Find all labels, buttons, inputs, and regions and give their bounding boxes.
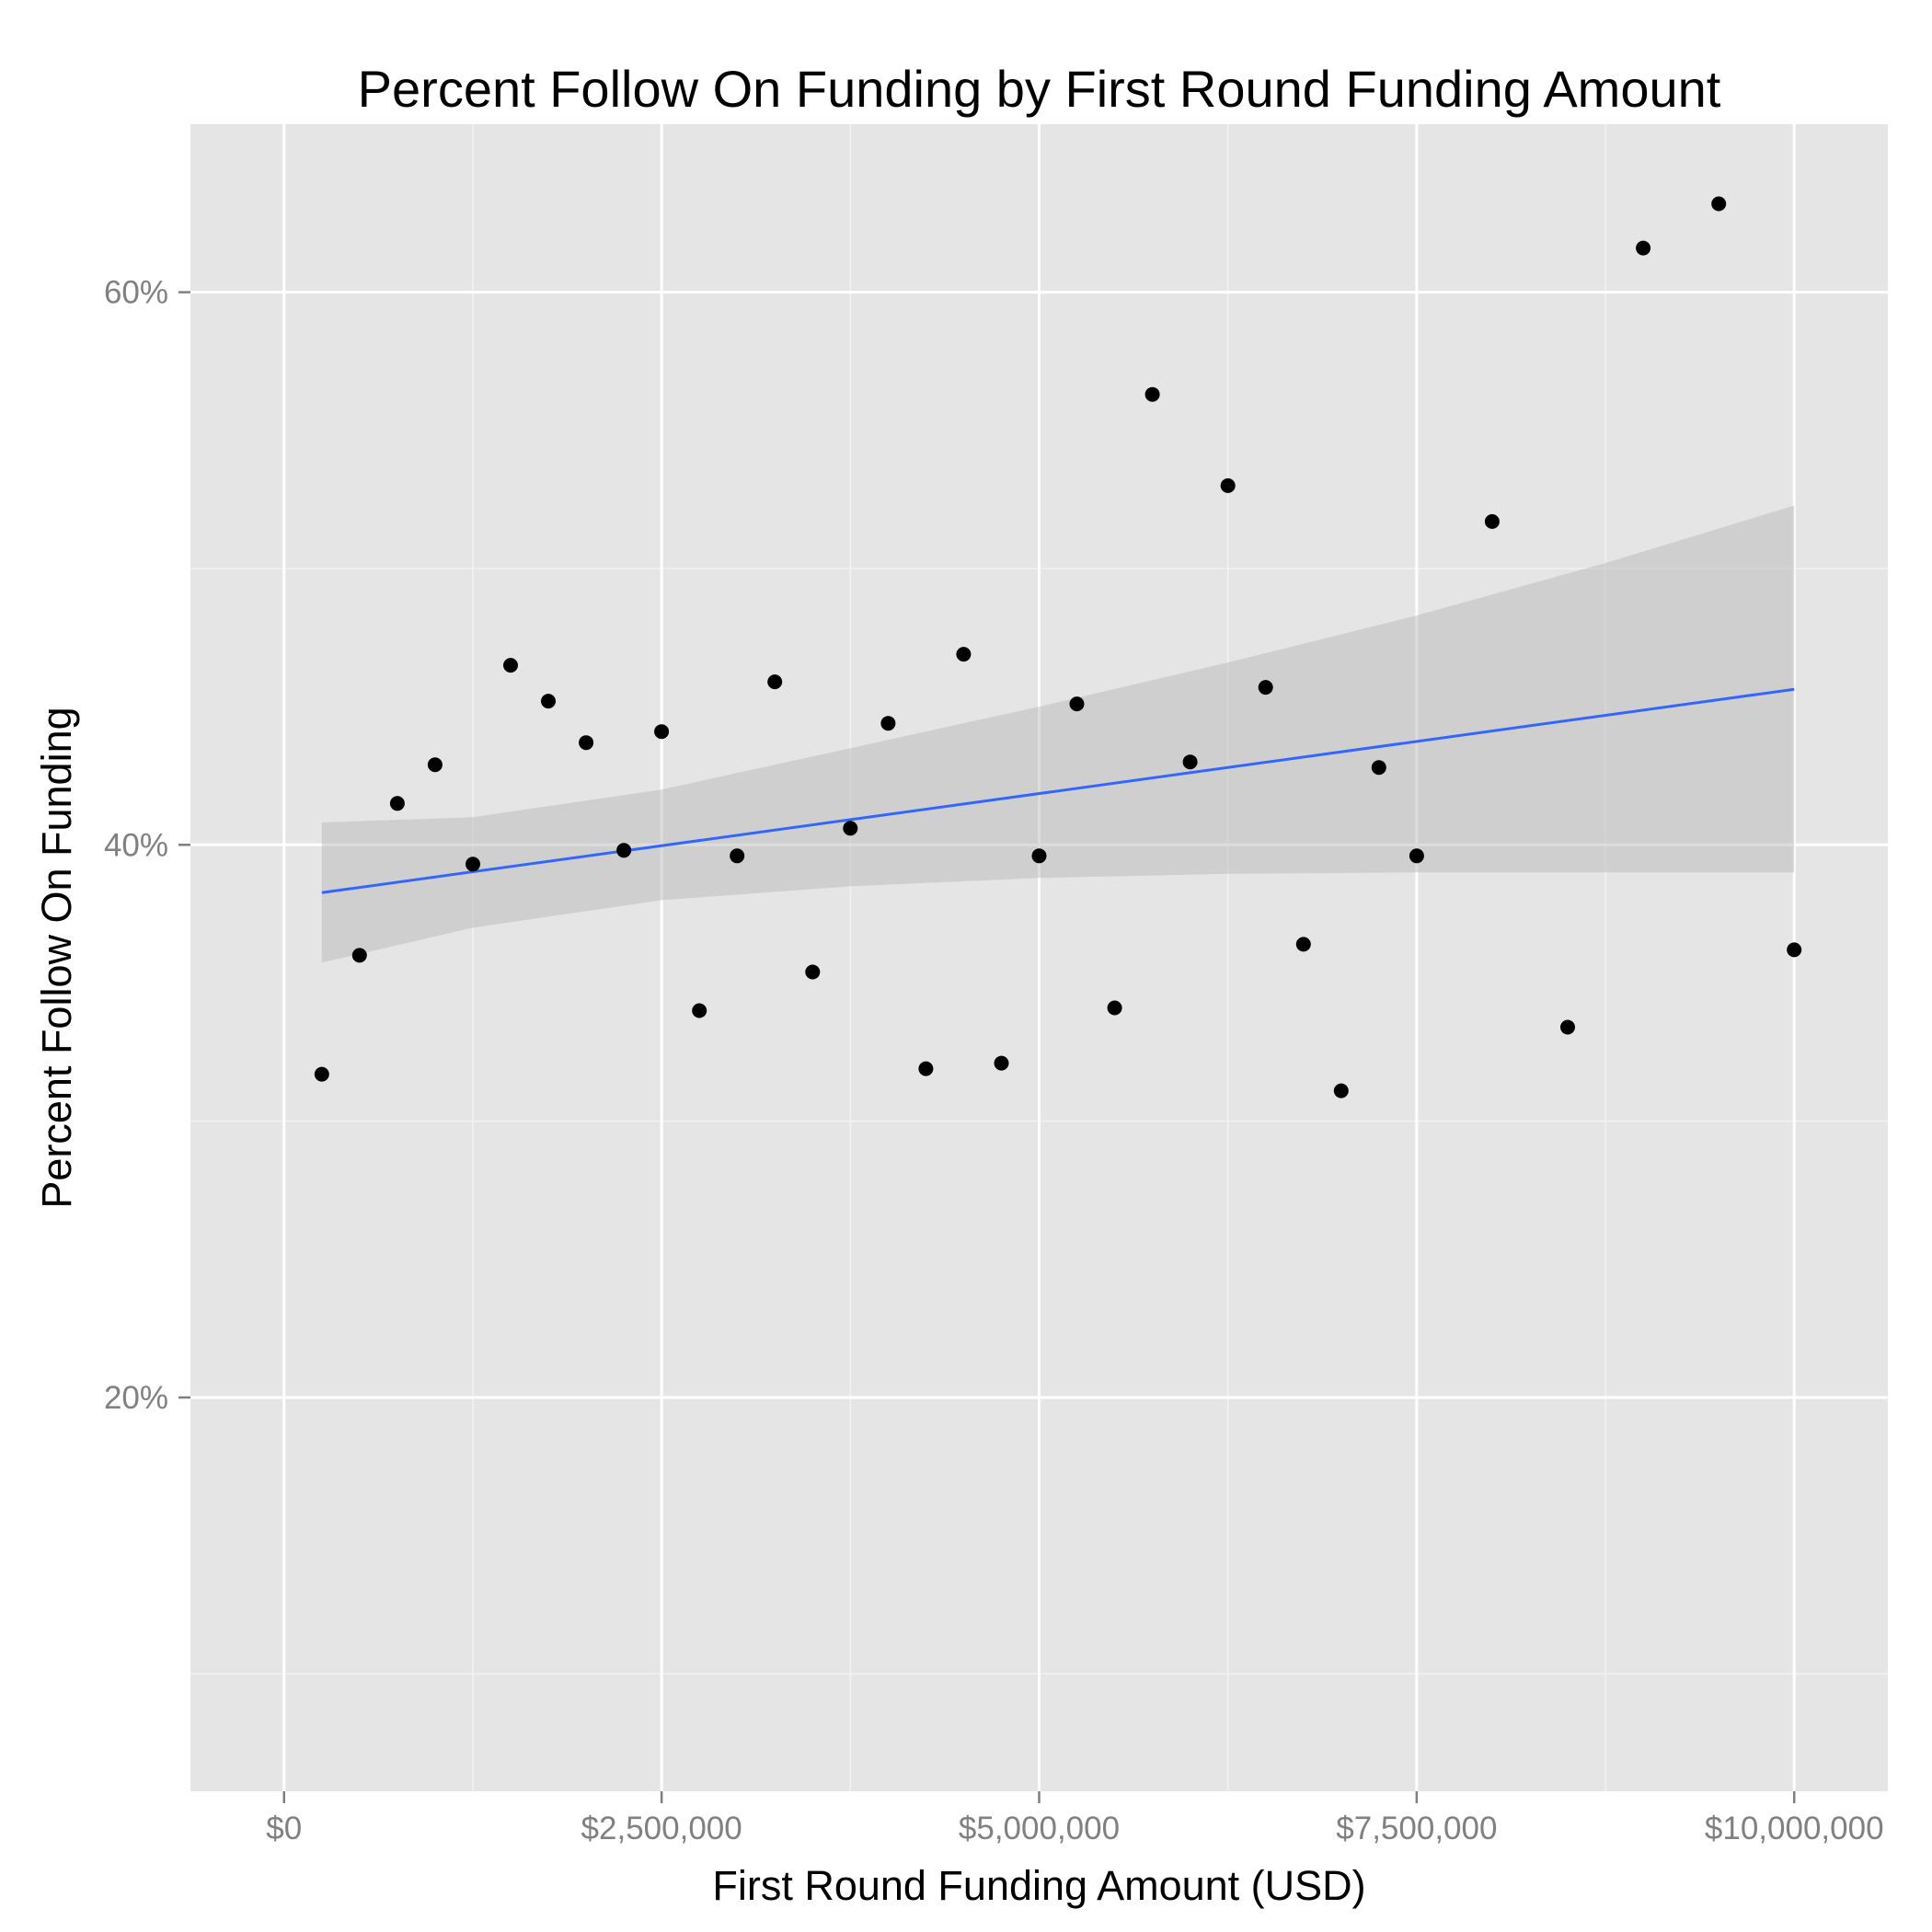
x-tick-label: $2,500,000 [581,1811,742,1846]
data-point [880,716,896,731]
data-point [1107,1000,1122,1016]
data-point [427,757,443,773]
data-point [1295,937,1311,952]
data-point [314,1066,329,1082]
data-points-layer [314,196,1802,1098]
regression-line [321,687,1795,894]
data-point [654,724,670,740]
data-point [956,647,972,662]
data-point [541,694,556,709]
data-point [1258,680,1273,696]
data-point [466,857,480,872]
y-tick-label: 60% [104,275,168,311]
x-tick-label: $5,000,000 [959,1811,1120,1846]
data-point [1560,1019,1575,1035]
data-point [579,735,594,751]
y-axis-title: Percent Follow On Funding [33,707,80,1208]
major-gridlines [190,124,1888,1791]
data-point [389,796,405,811]
data-point [692,1003,707,1018]
data-point [730,848,745,864]
chart-title: Percent Follow On Funding by First Round… [358,60,1721,118]
x-tick-label: $0 [266,1811,302,1846]
data-point [1409,848,1424,864]
data-point [1144,386,1160,402]
data-point [1787,942,1802,958]
x-axis-title: First Round Funding Amount (USD) [712,1862,1365,1909]
data-point [805,964,821,980]
y-tick-label: 20% [104,1380,168,1416]
data-point [1636,240,1651,256]
x-axis: $0 $2,500,000 $5,000,000 $7,500,000 $10,000,… [266,1791,1884,1846]
data-point [1371,760,1386,776]
data-point [1220,477,1236,493]
data-point [1484,513,1500,529]
data-point [767,674,783,690]
data-point [1031,848,1047,864]
data-point [1711,196,1727,212]
data-point [616,843,632,858]
y-tick-label: 40% [104,827,168,863]
data-point [1333,1083,1349,1098]
x-tick-label: $7,500,000 [1336,1811,1497,1846]
x-tick-label: $10,000,000 [1705,1811,1884,1846]
data-point [918,1061,934,1076]
confidence-band [321,505,1795,963]
confidence-band-layer [321,505,1795,963]
data-point [503,658,518,673]
y-axis: 20% 40% 60% [104,275,190,1416]
data-point [1069,696,1085,712]
data-point [994,1055,1009,1071]
fit-line-layer [321,687,1795,894]
data-point [1182,754,1198,770]
data-point [351,948,367,963]
data-point [843,821,858,836]
